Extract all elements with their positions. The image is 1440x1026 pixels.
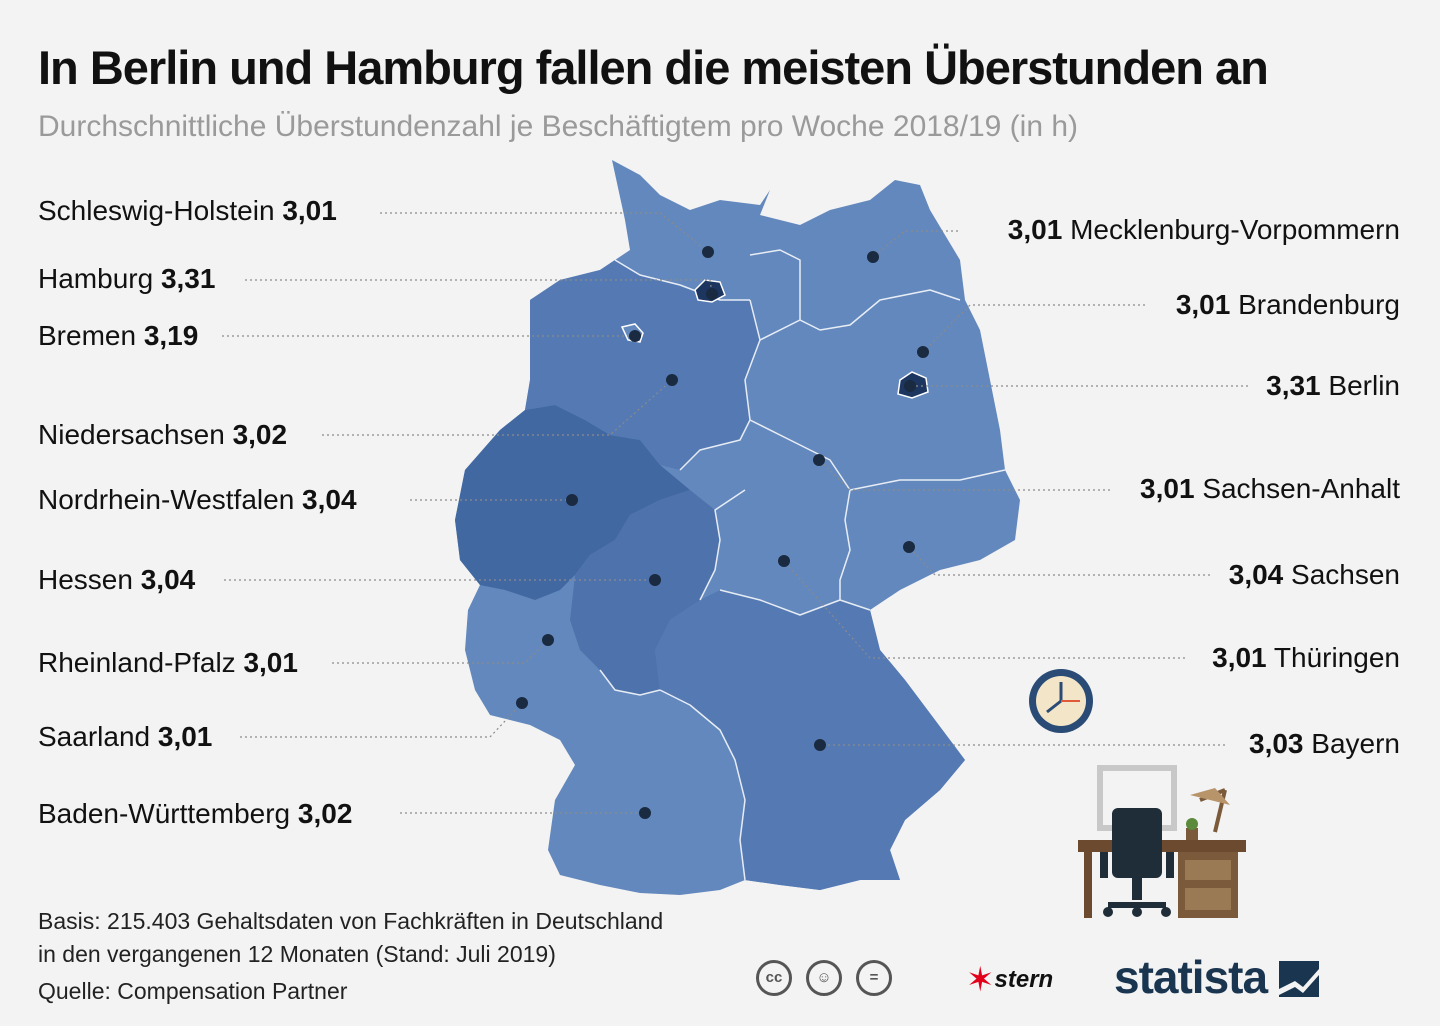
- dot-schleswig-holstein: [702, 246, 714, 258]
- state-dots: [516, 246, 929, 819]
- footer-notes: Basis: 215.403 Gehaltsdaten von Fachkräf…: [38, 905, 663, 1008]
- stern-star-icon: ✶: [966, 961, 995, 999]
- label-hessen: Hessen 3,04: [38, 564, 196, 595]
- label-bayern: 3,03 Bayern: [1249, 728, 1400, 759]
- dot-rheinland-pfalz: [542, 634, 554, 646]
- dot-hamburg: [706, 288, 718, 300]
- label-berlin: 3,31 Berlin: [1266, 370, 1400, 401]
- state-bayern: [655, 590, 965, 890]
- state-borders: [599, 249, 1006, 881]
- statista-logo[interactable]: statista: [1114, 950, 1319, 1004]
- label-baden-wuerttemberg: Baden-Württemberg 3,02: [38, 798, 353, 829]
- label-saarland: Saarland 3,01: [38, 721, 213, 752]
- label-bremen: Bremen 3,19: [38, 320, 199, 351]
- chart-title: In Berlin und Hamburg fallen die meisten…: [38, 41, 1269, 94]
- state-hessen: [570, 490, 720, 695]
- state-thueringen: [715, 480, 850, 615]
- label-niedersachsen: Niedersachsen 3,02: [38, 419, 288, 450]
- desk-illustration: [1078, 765, 1246, 918]
- dot-sachsen: [903, 541, 915, 553]
- by-icon[interactable]: ☺: [806, 960, 842, 996]
- dot-niedersachsen: [666, 374, 678, 386]
- label-brandenburg: 3,01 Brandenburg: [1175, 289, 1400, 320]
- dot-bremen: [629, 330, 641, 342]
- dot-saarland: [516, 697, 528, 709]
- label-thueringen: 3,01 Thüringen: [1212, 642, 1400, 673]
- dot-thueringen: [778, 555, 790, 567]
- stern-logo[interactable]: ✶stern: [966, 961, 1054, 999]
- cc-icon[interactable]: cc: [756, 960, 792, 996]
- label-schleswig-holstein: Schleswig-Holstein 3,01: [38, 195, 337, 226]
- label-hamburg: Hamburg 3,31: [38, 263, 216, 294]
- label-sachsen-anhalt: 3,01 Sachsen-Anhalt: [1140, 473, 1400, 504]
- state-niedersachsen: [525, 260, 760, 470]
- dot-bayern: [814, 739, 826, 751]
- dot-berlin: [904, 380, 916, 392]
- chart-subtitle: Durchschnittliche Überstundenzahl je Bes…: [38, 110, 1079, 143]
- source-line: Quelle: Compensation Partner: [38, 978, 348, 1004]
- statista-mark-icon: [1278, 961, 1319, 997]
- label-nordrhein-westfalen: Nordrhein-Westfalen 3,04: [38, 484, 357, 515]
- dot-brandenburg: [917, 346, 929, 358]
- label-sachsen: 3,04 Sachsen: [1228, 559, 1400, 590]
- nd-icon[interactable]: =: [856, 960, 892, 996]
- dot-bw: [639, 807, 651, 819]
- clock-icon: [1029, 669, 1093, 733]
- leader-lines: [222, 212, 1248, 814]
- label-rheinland-pfalz: Rheinland-Pfalz 3,01: [38, 647, 298, 678]
- dot-mv: [867, 251, 879, 263]
- basis-line-1: Basis: 215.403 Gehaltsdaten von Fachkräf…: [38, 908, 664, 934]
- dot-sachsen-anhalt: [813, 454, 825, 466]
- dot-hessen: [649, 574, 661, 586]
- label-mecklenburg-vorpommern: 3,01 Mecklenburg-Vorpommern: [1007, 214, 1400, 245]
- dot-nrw: [566, 494, 578, 506]
- basis-line-2: in den vergangenen 12 Monaten (Stand: Ju…: [38, 941, 556, 967]
